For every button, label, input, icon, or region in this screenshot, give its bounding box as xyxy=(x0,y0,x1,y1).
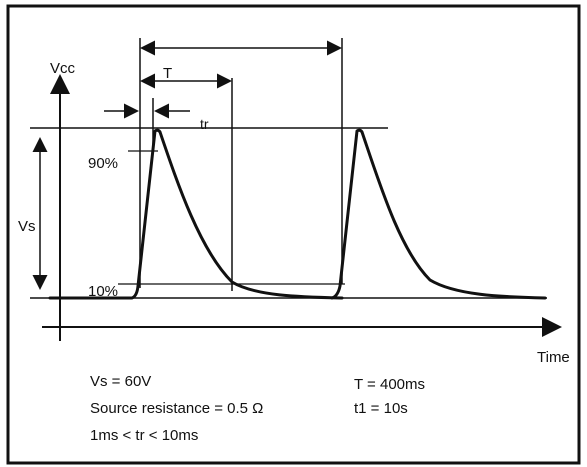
pulse-1 xyxy=(48,128,344,300)
T-label: T xyxy=(163,65,172,82)
T-value-note: T = 400ms xyxy=(354,376,425,393)
pulse-2 xyxy=(330,128,547,300)
vs-marker-label: Vs xyxy=(18,218,36,235)
ninety-percent-label: 90% xyxy=(88,155,118,172)
y-axis-label: Vcc xyxy=(50,60,76,77)
x-axis-label: Time xyxy=(537,349,570,366)
vs-value-note: Vs = 60V xyxy=(90,373,151,390)
tr-label: tr xyxy=(200,116,209,132)
t1-value-note: t1 = 10s xyxy=(354,400,408,417)
ten-percent-label: 10% xyxy=(88,283,118,300)
frame-border xyxy=(6,4,581,465)
tr-range-note: 1ms < tr < 10ms xyxy=(90,427,198,444)
source-resistance-note: Source resistance = 0.5 Ω xyxy=(90,400,263,417)
